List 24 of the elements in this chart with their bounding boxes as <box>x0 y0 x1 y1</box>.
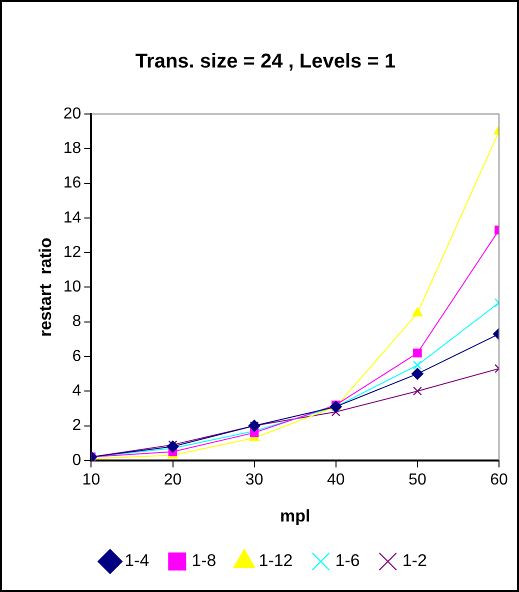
legend-label: 1-6 <box>335 551 360 570</box>
chart-title: Trans. size = 24 , Levels = 1 <box>135 50 396 73</box>
x-tick-label: 30 <box>245 471 264 488</box>
y-tick-label: 6 <box>72 348 82 365</box>
x-tick-label: 60 <box>490 471 508 488</box>
x-axis-title: mpl <box>280 506 310 526</box>
y-tick-label: 10 <box>63 278 82 296</box>
legend-label: 1-12 <box>258 551 293 570</box>
y-tick-label: 4 <box>72 382 82 400</box>
x-tick-label: 50 <box>408 471 426 488</box>
y-tick-label: 20 <box>63 105 82 122</box>
y-axis-title: restart ratio <box>36 238 55 337</box>
y-tick-label: 16 <box>63 174 82 192</box>
y-tick-label: 18 <box>63 140 82 158</box>
y-tick-label: 8 <box>72 313 82 330</box>
y-tick-label: 12 <box>63 244 82 261</box>
y-tick-label: 2 <box>72 417 82 434</box>
x-tick-label: 40 <box>326 471 345 488</box>
legend-label: 1-8 <box>192 551 216 570</box>
y-tick-label: 0 <box>72 452 82 469</box>
legend-label: 1-4 <box>124 551 150 570</box>
x-tick-label: 20 <box>164 471 182 488</box>
legend-label: 1-2 <box>402 551 427 570</box>
y-tick-label: 14 <box>63 209 82 226</box>
